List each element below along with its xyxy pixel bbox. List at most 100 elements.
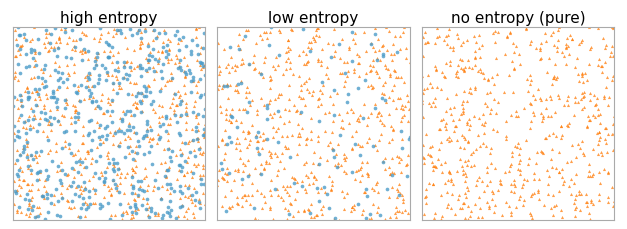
Point [394, 96, 404, 100]
Point [387, 43, 398, 47]
Point [144, 54, 154, 58]
Point [127, 34, 137, 38]
Point [106, 187, 116, 190]
Point [54, 86, 64, 89]
Point [45, 148, 55, 152]
Point [23, 118, 33, 122]
Point [94, 40, 104, 44]
Point [120, 113, 130, 116]
Point [465, 87, 475, 90]
Point [310, 175, 320, 178]
Point [73, 170, 83, 174]
Point [548, 194, 558, 197]
Point [378, 44, 388, 48]
Point [578, 152, 588, 155]
Point [336, 125, 346, 129]
Point [538, 151, 548, 155]
Point [143, 213, 153, 216]
Point [255, 34, 265, 38]
Point [109, 161, 119, 165]
Point [24, 203, 34, 207]
Point [298, 97, 308, 100]
Point [590, 116, 600, 119]
Point [53, 71, 63, 74]
Point [97, 174, 107, 177]
Point [234, 149, 245, 153]
Point [352, 61, 362, 65]
Point [80, 188, 90, 191]
Point [384, 73, 394, 77]
Point [478, 113, 488, 116]
Point [581, 192, 591, 196]
Point [343, 69, 353, 73]
Point [189, 162, 199, 166]
Point [55, 214, 65, 218]
Point [193, 137, 203, 141]
Point [99, 179, 109, 183]
Point [21, 212, 31, 216]
Point [75, 163, 85, 166]
Point [471, 183, 481, 187]
Point [172, 57, 182, 61]
Point [103, 31, 113, 35]
Point [258, 76, 268, 79]
Point [73, 117, 83, 121]
Point [243, 193, 253, 197]
Point [441, 127, 451, 131]
Point [9, 105, 19, 109]
Point [306, 137, 316, 141]
Point [464, 127, 474, 131]
Point [145, 210, 155, 213]
Point [273, 95, 283, 99]
Point [84, 120, 94, 124]
Point [157, 51, 167, 55]
Point [196, 46, 206, 50]
Point [268, 126, 278, 129]
Point [26, 168, 36, 172]
Point [353, 117, 363, 120]
Point [166, 208, 176, 212]
Point [176, 39, 186, 43]
Point [149, 78, 159, 82]
Point [509, 68, 519, 71]
Point [405, 61, 415, 65]
Point [33, 76, 43, 80]
Point [224, 171, 234, 175]
Point [354, 120, 364, 123]
Point [116, 171, 126, 175]
Point [193, 139, 203, 143]
Point [33, 188, 43, 191]
Point [305, 117, 315, 120]
Point [115, 141, 125, 144]
Point [32, 160, 42, 164]
Point [426, 105, 436, 109]
Point [115, 202, 125, 206]
Point [404, 138, 414, 141]
Point [603, 170, 613, 174]
Point [104, 188, 114, 192]
Point [186, 197, 196, 201]
Point [380, 64, 390, 67]
Point [391, 215, 401, 219]
Point [561, 47, 571, 51]
Point [284, 84, 294, 87]
Point [226, 56, 236, 59]
Point [458, 110, 468, 114]
Point [450, 125, 460, 128]
Point [184, 184, 194, 187]
Point [21, 39, 31, 43]
Point [328, 120, 338, 124]
Point [577, 72, 587, 76]
Point [522, 179, 532, 183]
Point [455, 206, 465, 210]
Point [252, 139, 262, 143]
Point [569, 182, 579, 185]
Point [507, 60, 517, 63]
Point [282, 191, 292, 194]
Point [173, 41, 183, 45]
Point [242, 145, 252, 149]
Point [335, 134, 345, 137]
Point [326, 189, 336, 192]
Point [132, 144, 142, 148]
Point [369, 145, 379, 149]
